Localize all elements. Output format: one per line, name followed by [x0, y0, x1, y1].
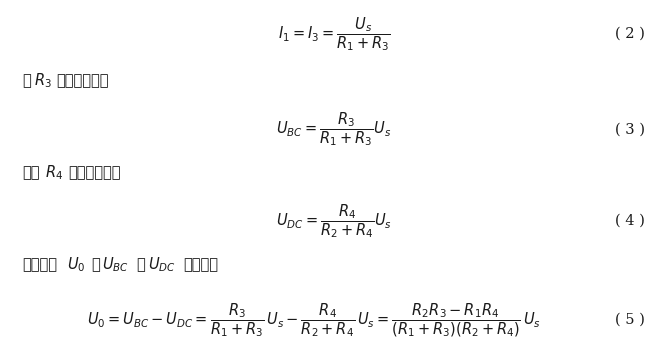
Text: 上的电压降为: 上的电压降为: [57, 73, 109, 88]
Text: 同理: 同理: [23, 165, 40, 180]
Text: ( 5 ): ( 5 ): [615, 313, 645, 327]
Text: $R_3$: $R_3$: [34, 71, 51, 90]
Text: $U_0 = U_{BC} - U_{DC} = \dfrac{R_3}{R_1 + R_3}\,U_s - \dfrac{R_4}{R_2 + R_4}\,U: $U_0 = U_{BC} - U_{DC} = \dfrac{R_3}{R_1…: [87, 301, 541, 339]
Text: 上的电压降为: 上的电压降为: [68, 165, 121, 180]
Text: $U_{BC} = \dfrac{R_3}{R_1 + R_3}U_s$: $U_{BC} = \dfrac{R_3}{R_1 + R_3}U_s$: [277, 110, 391, 148]
Text: $R_4$: $R_4$: [45, 163, 63, 182]
Text: ( 3 ): ( 3 ): [615, 122, 645, 136]
Text: $U_0$: $U_0$: [67, 255, 86, 274]
Text: 与: 与: [137, 257, 146, 272]
Text: $U_{BC}$: $U_{BC}$: [102, 255, 129, 274]
Text: 之差，即: 之差，即: [183, 257, 218, 272]
Text: ( 2 ): ( 2 ): [615, 27, 645, 41]
Text: 为: 为: [91, 257, 100, 272]
Text: ( 4 ): ( 4 ): [615, 214, 645, 228]
Text: 则: 则: [23, 73, 31, 88]
Text: $U_{DC}$: $U_{DC}$: [148, 255, 176, 274]
Text: $I_1 = I_3 = \dfrac{U_s}{R_1 + R_3}$: $I_1 = I_3 = \dfrac{U_s}{R_1 + R_3}$: [278, 15, 390, 53]
Text: $U_{DC} = \dfrac{R_4}{R_2 + R_4}U_s$: $U_{DC} = \dfrac{R_4}{R_2 + R_4}U_s$: [276, 202, 392, 240]
Text: 输出电压: 输出电压: [23, 257, 57, 272]
